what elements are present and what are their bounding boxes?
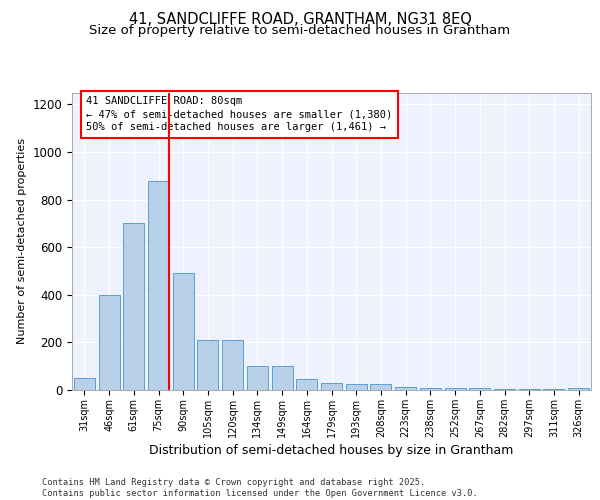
Bar	[370, 384, 391, 390]
Y-axis label: Number of semi-detached properties: Number of semi-detached properties	[17, 138, 27, 344]
Text: Size of property relative to semi-detached houses in Grantham: Size of property relative to semi-detach…	[89, 24, 511, 37]
Bar	[123, 224, 144, 390]
Bar	[494, 389, 515, 390]
Bar	[544, 389, 565, 390]
X-axis label: Distribution of semi-detached houses by size in Grantham: Distribution of semi-detached houses by …	[149, 444, 514, 457]
Text: 41 SANDCLIFFE ROAD: 80sqm
← 47% of semi-detached houses are smaller (1,380)
50% : 41 SANDCLIFFE ROAD: 80sqm ← 47% of semi-…	[86, 96, 392, 132]
Bar	[395, 387, 416, 390]
Bar	[148, 180, 169, 390]
Bar	[247, 366, 268, 390]
Text: 41, SANDCLIFFE ROAD, GRANTHAM, NG31 8EQ: 41, SANDCLIFFE ROAD, GRANTHAM, NG31 8EQ	[128, 12, 472, 28]
Bar	[222, 340, 243, 390]
Bar	[420, 388, 441, 390]
Bar	[197, 340, 218, 390]
Bar	[346, 384, 367, 390]
Bar	[321, 383, 342, 390]
Bar	[173, 274, 194, 390]
Bar	[519, 389, 540, 390]
Bar	[98, 295, 119, 390]
Bar	[296, 380, 317, 390]
Text: Contains HM Land Registry data © Crown copyright and database right 2025.
Contai: Contains HM Land Registry data © Crown c…	[42, 478, 478, 498]
Bar	[469, 388, 490, 390]
Bar	[272, 366, 293, 390]
Bar	[568, 388, 589, 390]
Bar	[445, 388, 466, 390]
Bar	[74, 378, 95, 390]
